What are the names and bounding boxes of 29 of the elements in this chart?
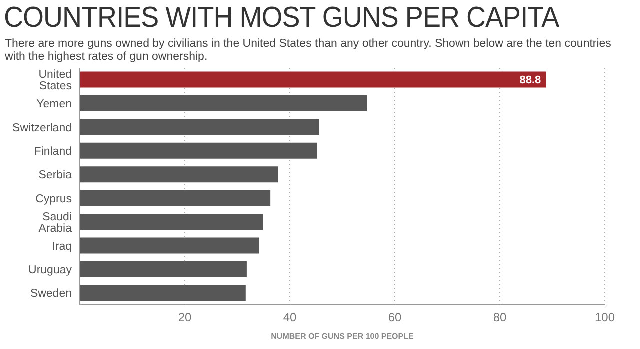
y-tick-label: Switzerland [12, 122, 72, 134]
chart-subtitle: There are more guns owned by civilians in the United States than any other country. Shown below are the ten countries with the highest rates of gun ownership. [5, 38, 612, 64]
x-tick-label: 20 [178, 310, 192, 325]
chart-title: COUNTRIES WITH MOST GUNS PER CAPITA [4, 2, 560, 35]
y-tick-label: Saudi Arabia [38, 211, 73, 235]
y-tick-label: Uruguay [28, 264, 72, 277]
x-tick-label: 80 [493, 310, 507, 325]
y-tick-label: United States [38, 69, 72, 93]
bar [80, 285, 246, 302]
y-tick-label: Sweden [30, 288, 72, 300]
bar [80, 119, 320, 136]
x-tick-label: 60 [388, 310, 402, 325]
y-tick-label: Iraq [52, 240, 72, 253]
y-tick-label: Serbia [38, 170, 73, 182]
bar [80, 166, 278, 183]
bar [80, 95, 368, 112]
y-tick-label: Cyprus [36, 193, 72, 206]
x-tick-label: 40 [283, 310, 297, 325]
y-tick-label: Yemen [36, 98, 72, 111]
x-axis-title: NUMBER OF GUNS PER 100 PEOPLE [271, 332, 415, 341]
y-tick-label: Finland [34, 146, 72, 158]
data-label: 88.8 [520, 74, 542, 87]
bar [80, 190, 271, 206]
bar [80, 214, 264, 230]
bar [80, 238, 260, 254]
bar [80, 261, 247, 278]
x-tick-label: 100 [594, 310, 616, 325]
bar [80, 72, 546, 88]
bar [80, 142, 318, 159]
